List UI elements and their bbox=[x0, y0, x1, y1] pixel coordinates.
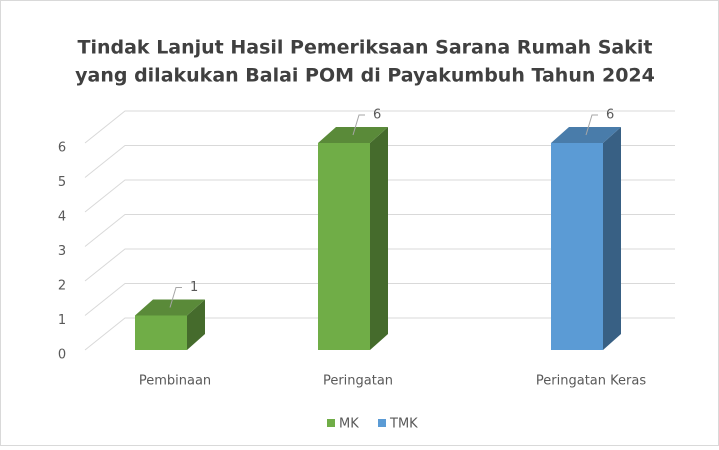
bar-side bbox=[370, 127, 388, 350]
grid-line bbox=[84, 145, 675, 178]
bar-side bbox=[187, 299, 205, 350]
y-tick-label: 1 bbox=[58, 313, 66, 328]
x-tick-label: Pembinaan bbox=[139, 374, 211, 389]
grid-line bbox=[84, 179, 675, 213]
y-tick-label: 0 bbox=[58, 348, 66, 363]
leader-line bbox=[585, 114, 598, 136]
y-tick-label: 5 bbox=[58, 175, 66, 190]
y-tick-label: 2 bbox=[58, 279, 66, 294]
bar-front bbox=[135, 315, 187, 350]
grid-line bbox=[84, 283, 675, 316]
chart-title: Tindak Lanjut Hasil Pemeriksaan Sarana R… bbox=[78, 37, 653, 59]
grid-line bbox=[84, 248, 675, 282]
bar bbox=[551, 127, 621, 350]
legend-label: MK bbox=[339, 417, 359, 432]
data-label: 6 bbox=[606, 108, 614, 123]
bar-side bbox=[603, 127, 621, 350]
leader-line bbox=[169, 287, 182, 308]
legend-label: TMK bbox=[389, 417, 418, 432]
grid-line bbox=[84, 317, 675, 351]
grid-line bbox=[84, 110, 675, 144]
leader-line bbox=[352, 114, 365, 136]
bar-front bbox=[551, 143, 603, 350]
y-tick-label: 4 bbox=[58, 210, 66, 225]
data-label: 1 bbox=[190, 280, 198, 295]
legend-swatch bbox=[378, 419, 386, 427]
grid-line bbox=[84, 214, 675, 247]
data-label: 6 bbox=[373, 108, 381, 123]
chart-subtitle: yang dilakukan Balai POM di Payakumbuh T… bbox=[75, 65, 655, 87]
x-tick-label: Peringatan Keras bbox=[536, 374, 646, 389]
y-tick-label: 6 bbox=[58, 141, 66, 156]
x-tick-label: Peringatan bbox=[323, 374, 393, 389]
bar bbox=[318, 127, 388, 350]
bar-front bbox=[318, 143, 370, 350]
legend-swatch bbox=[327, 419, 335, 427]
y-tick-label: 3 bbox=[58, 244, 66, 259]
